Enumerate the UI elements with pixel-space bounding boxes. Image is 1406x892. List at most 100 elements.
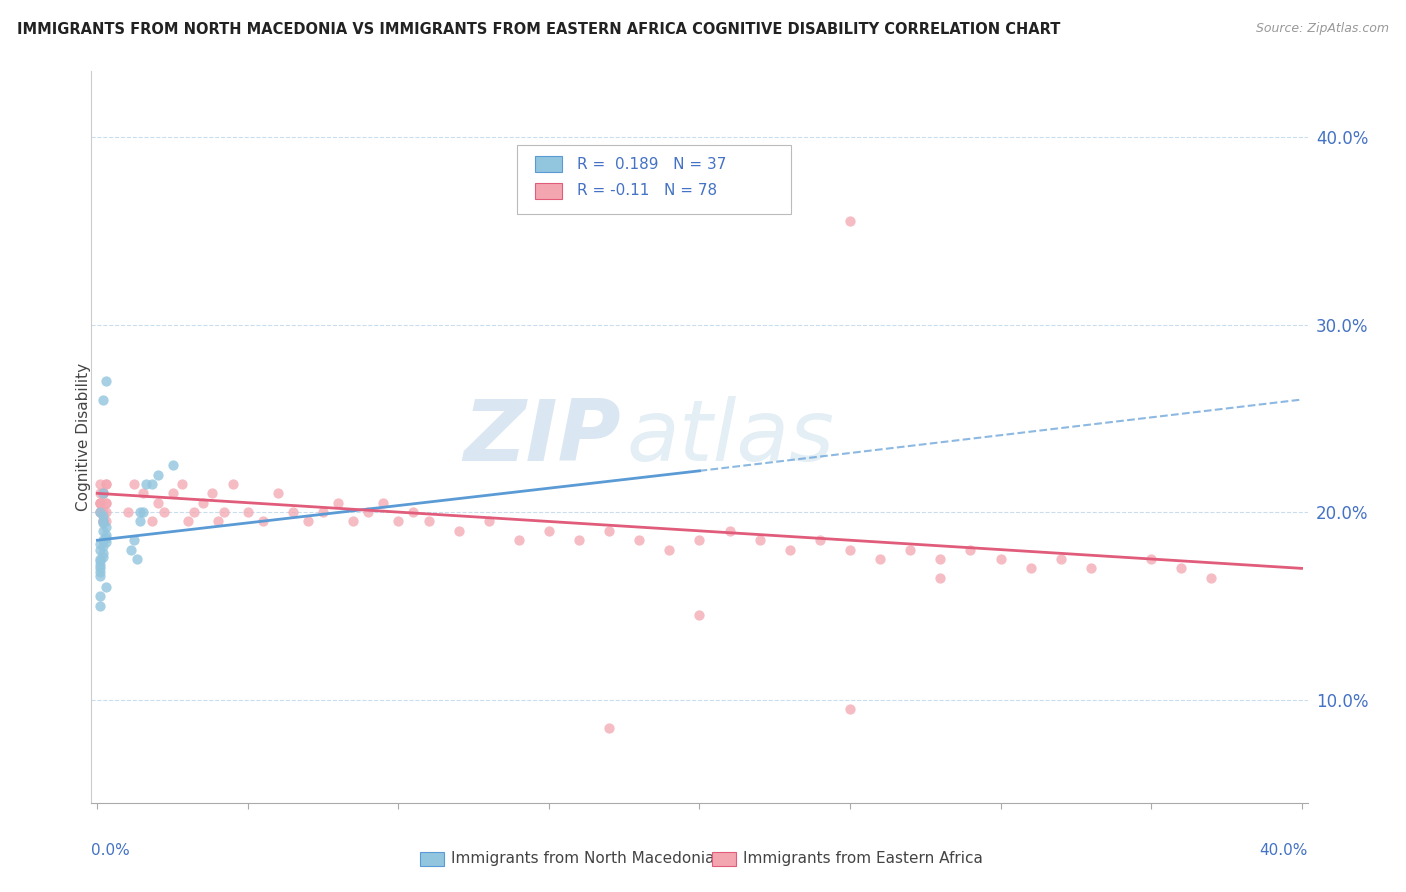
Point: [89, 477, 111, 491]
Text: Immigrants from North Macedonia: Immigrants from North Macedonia: [451, 851, 714, 866]
Point: [93, 486, 115, 500]
Point: [89, 496, 111, 510]
Point: [252, 515, 274, 529]
Point: [929, 571, 952, 585]
Point: [93, 515, 115, 529]
Point: [478, 515, 501, 529]
Point: [120, 542, 142, 557]
Point: [839, 702, 862, 716]
Point: [89, 599, 111, 613]
Text: R =  0.189   N = 37: R = 0.189 N = 37: [576, 157, 725, 172]
Text: ZIP: ZIP: [463, 395, 620, 479]
Point: [93, 546, 115, 560]
Point: [93, 392, 115, 407]
Text: 0.0%: 0.0%: [91, 843, 131, 858]
Bar: [420, 852, 444, 866]
Point: [117, 505, 139, 519]
Point: [89, 486, 111, 500]
Point: [152, 505, 174, 519]
Point: [191, 496, 214, 510]
Point: [508, 533, 530, 548]
Point: [141, 515, 163, 529]
Bar: [536, 156, 562, 172]
Point: [93, 508, 115, 523]
Point: [122, 477, 145, 491]
Point: [418, 515, 440, 529]
Point: [1080, 561, 1102, 575]
Point: [387, 515, 409, 529]
Point: [128, 515, 150, 529]
Point: [89, 496, 111, 510]
Text: 40.0%: 40.0%: [1260, 843, 1308, 858]
Point: [89, 561, 111, 575]
Point: [688, 533, 710, 548]
Point: [447, 524, 470, 538]
Point: [267, 486, 290, 500]
Point: [131, 505, 153, 519]
Point: [131, 486, 153, 500]
Point: [93, 515, 115, 529]
Point: [96, 527, 118, 541]
Point: [89, 505, 111, 519]
Point: [402, 505, 425, 519]
Point: [89, 554, 111, 568]
Point: [122, 533, 145, 548]
Point: [89, 558, 111, 572]
Point: [779, 542, 801, 557]
Text: Immigrants from Eastern Africa: Immigrants from Eastern Africa: [744, 851, 983, 866]
Point: [598, 524, 620, 538]
FancyBboxPatch shape: [517, 145, 790, 214]
Point: [1170, 561, 1192, 575]
Point: [839, 214, 862, 228]
Point: [96, 477, 118, 491]
Point: [688, 608, 710, 623]
Point: [658, 542, 681, 557]
Point: [96, 505, 118, 519]
Point: [748, 533, 770, 548]
Point: [328, 496, 350, 510]
Point: [357, 505, 380, 519]
Point: [1199, 571, 1222, 585]
Point: [146, 496, 169, 510]
Point: [1049, 552, 1071, 566]
Point: [93, 486, 115, 500]
Point: [93, 524, 115, 538]
Text: IMMIGRANTS FROM NORTH MACEDONIA VS IMMIGRANTS FROM EASTERN AFRICA COGNITIVE DISA: IMMIGRANTS FROM NORTH MACEDONIA VS IMMIG…: [17, 22, 1060, 37]
Point: [93, 515, 115, 529]
Point: [96, 535, 118, 549]
Point: [96, 477, 118, 491]
Point: [236, 505, 259, 519]
Point: [212, 505, 235, 519]
Point: [281, 505, 304, 519]
Point: [93, 533, 115, 548]
Point: [96, 374, 118, 388]
Point: [89, 505, 111, 519]
Point: [93, 539, 115, 553]
Point: [808, 533, 831, 548]
Point: [89, 542, 111, 557]
Point: [146, 467, 169, 482]
Bar: [536, 183, 562, 199]
Point: [93, 516, 115, 531]
Point: [141, 477, 163, 491]
Point: [128, 505, 150, 519]
Point: [89, 552, 111, 566]
Point: [96, 496, 118, 510]
Point: [183, 505, 205, 519]
Point: [598, 721, 620, 735]
Point: [89, 537, 111, 551]
Point: [839, 542, 862, 557]
Point: [96, 520, 118, 534]
Point: [96, 515, 118, 529]
Point: [929, 552, 952, 566]
Point: [89, 565, 111, 579]
Bar: [711, 852, 735, 866]
Point: [1140, 552, 1163, 566]
Y-axis label: Cognitive Disability: Cognitive Disability: [76, 363, 90, 511]
Point: [162, 486, 184, 500]
Point: [96, 496, 118, 510]
Point: [96, 532, 118, 546]
Point: [93, 515, 115, 529]
Point: [93, 505, 115, 519]
Point: [568, 533, 591, 548]
